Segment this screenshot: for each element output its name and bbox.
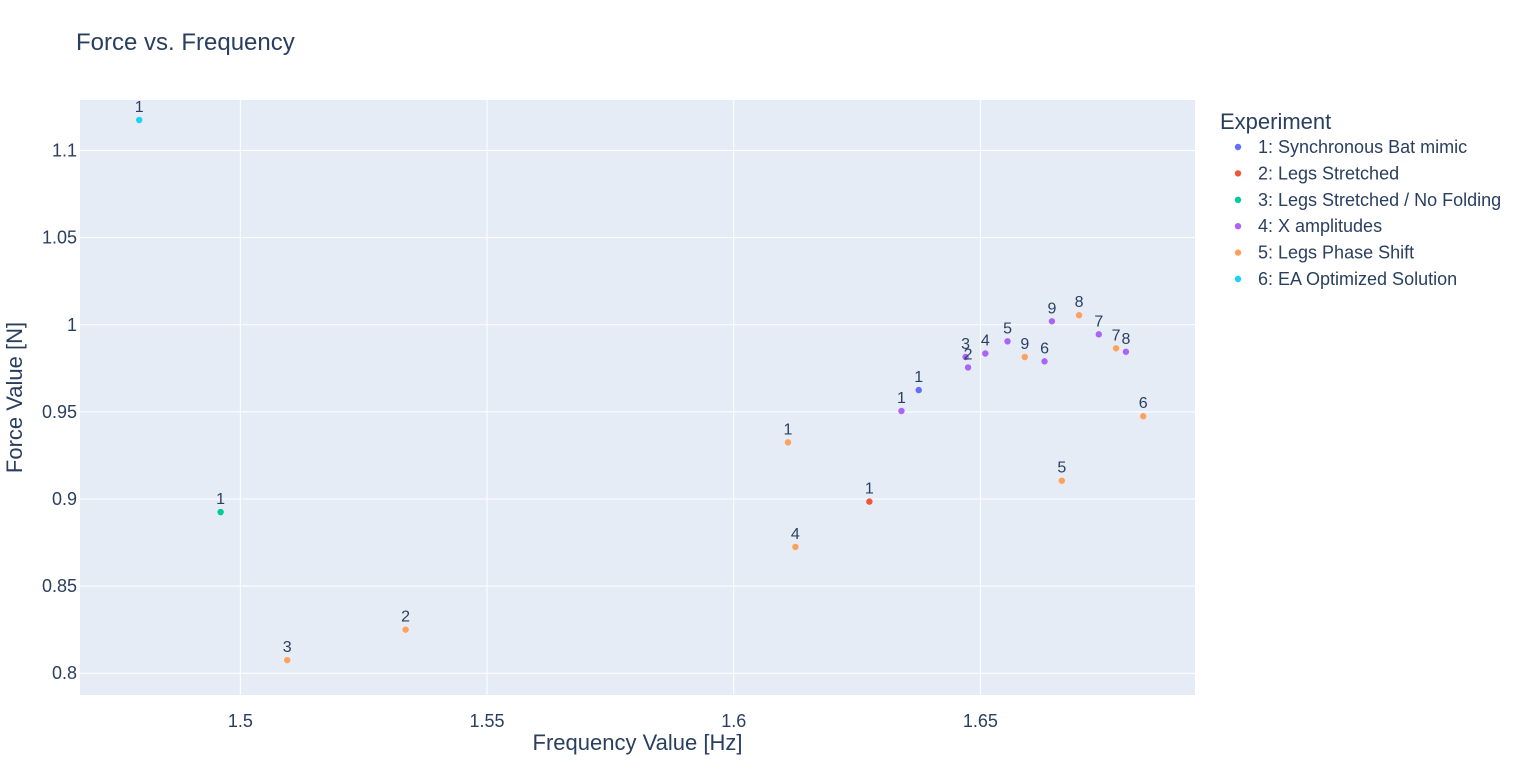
legend-label: 1: Synchronous Bat mimic [1258, 137, 1467, 157]
point-label: 1 [914, 369, 923, 386]
point-label: 3 [961, 336, 970, 353]
point-label: 7 [1094, 313, 1103, 330]
x-tick-label: 1.5 [228, 711, 253, 731]
data-point-series-5[interactable] [1058, 477, 1065, 484]
y-tick-label: 1.05 [42, 228, 77, 248]
legend-marker [1234, 223, 1242, 230]
point-label: 9 [1047, 300, 1056, 317]
data-point-series-4[interactable] [1041, 358, 1048, 365]
point-label: 9 [1020, 336, 1029, 353]
legend-marker [1234, 249, 1242, 256]
y-tick-label: 1.1 [52, 141, 77, 161]
y-axis-ticks: 0.8 0.85 0.9 0.95 1 1.05 1.1 [42, 141, 77, 684]
legend[interactable]: Experiment 1: Synchronous Bat mimic 2: Le… [1220, 109, 1501, 289]
point-label: 4 [981, 333, 990, 350]
legend-items[interactable]: 1: Synchronous Bat mimic 2: Legs Stretche… [1234, 137, 1501, 289]
data-point-series-4[interactable] [964, 364, 972, 371]
chart-title: Force vs. Frequency [76, 29, 295, 56]
point-label: 6 [1139, 395, 1148, 412]
point-label: 1 [897, 390, 906, 407]
point-label: 8 [1075, 294, 1084, 311]
point-label: 6 [1040, 340, 1049, 357]
data-point-series-5[interactable] [284, 656, 291, 664]
legend-label: 3: Legs Stretched / No Folding [1258, 190, 1501, 210]
data-point-series-5[interactable] [1021, 353, 1028, 361]
point-label: 2 [964, 346, 973, 363]
data-points [136, 116, 1147, 664]
point-label: 1 [865, 481, 874, 498]
y-tick-label: 1 [67, 315, 77, 335]
data-point-series-5[interactable] [1112, 345, 1120, 352]
data-point-series-5[interactable] [1139, 413, 1147, 420]
point-label: 3 [283, 639, 292, 656]
legend-label: 4: X amplitudes [1258, 216, 1382, 236]
x-axis-ticks: 1.5 1.55 1.6 1.65 [228, 711, 998, 731]
data-point-series-4[interactable] [1122, 348, 1130, 355]
data-point-series-5[interactable] [784, 439, 792, 446]
legend-item[interactable]: 1: Synchronous Bat mimic [1234, 137, 1467, 157]
y-tick-label: 0.85 [42, 576, 77, 596]
y-tick-label: 0.9 [52, 489, 77, 509]
point-label: 8 [1121, 331, 1130, 348]
legend-item[interactable]: 3: Legs Stretched / No Folding [1234, 190, 1501, 210]
y-tick-label: 0.95 [42, 402, 77, 422]
x-tick-label: 1.6 [721, 711, 746, 731]
point-label: 1 [135, 99, 144, 116]
point-label: 5 [1003, 320, 1012, 337]
legend-item[interactable]: 2: Legs Stretched [1234, 163, 1399, 183]
x-tick-label: 1.65 [963, 711, 998, 731]
grid-lines [80, 100, 1195, 695]
legend-label: 6: EA Optimized Solution [1258, 269, 1457, 289]
y-axis-title: Force Value [N] [2, 322, 27, 473]
point-label: 2 [401, 609, 410, 626]
data-point-series-6[interactable] [136, 116, 143, 124]
legend-marker [1234, 170, 1242, 177]
data-point-series-4[interactable] [1004, 338, 1011, 345]
legend-label: 2: Legs Stretched [1258, 163, 1399, 183]
x-tick-label: 1.55 [470, 711, 505, 731]
data-point-series-4[interactable] [898, 407, 905, 415]
legend-marker [1234, 196, 1242, 203]
legend-title: Experiment [1220, 109, 1331, 134]
legend-item[interactable]: 5: Legs Phase Shift [1234, 243, 1414, 263]
data-point-series-4[interactable] [962, 353, 969, 361]
point-label: 5 [1057, 460, 1066, 477]
x-axis-title: Frequency Value [Hz] [533, 730, 743, 755]
data-point-series-3[interactable] [217, 508, 224, 516]
point-label: 4 [791, 526, 800, 543]
legend-marker [1234, 275, 1242, 283]
data-point-series-5[interactable] [1075, 311, 1083, 319]
point-label: 1 [784, 421, 793, 438]
y-tick-label: 0.8 [52, 663, 77, 683]
data-point-series-5[interactable] [402, 626, 409, 633]
data-point-series-5[interactable] [792, 543, 799, 551]
legend-item[interactable]: 4: X amplitudes [1234, 216, 1382, 236]
point-label: 7 [1112, 327, 1121, 344]
point-label: 1 [216, 491, 225, 508]
legend-item[interactable]: 6: EA Optimized Solution [1234, 269, 1457, 289]
legend-label: 5: Legs Phase Shift [1258, 243, 1414, 263]
data-point-series-4[interactable] [1095, 331, 1102, 338]
legend-marker [1234, 143, 1242, 151]
data-point-series-4[interactable] [982, 350, 989, 357]
data-point-series-1[interactable] [915, 386, 922, 394]
data-point-series-2[interactable] [866, 498, 873, 505]
plot-area [80, 100, 1195, 695]
data-point-series-4[interactable] [1048, 318, 1056, 325]
